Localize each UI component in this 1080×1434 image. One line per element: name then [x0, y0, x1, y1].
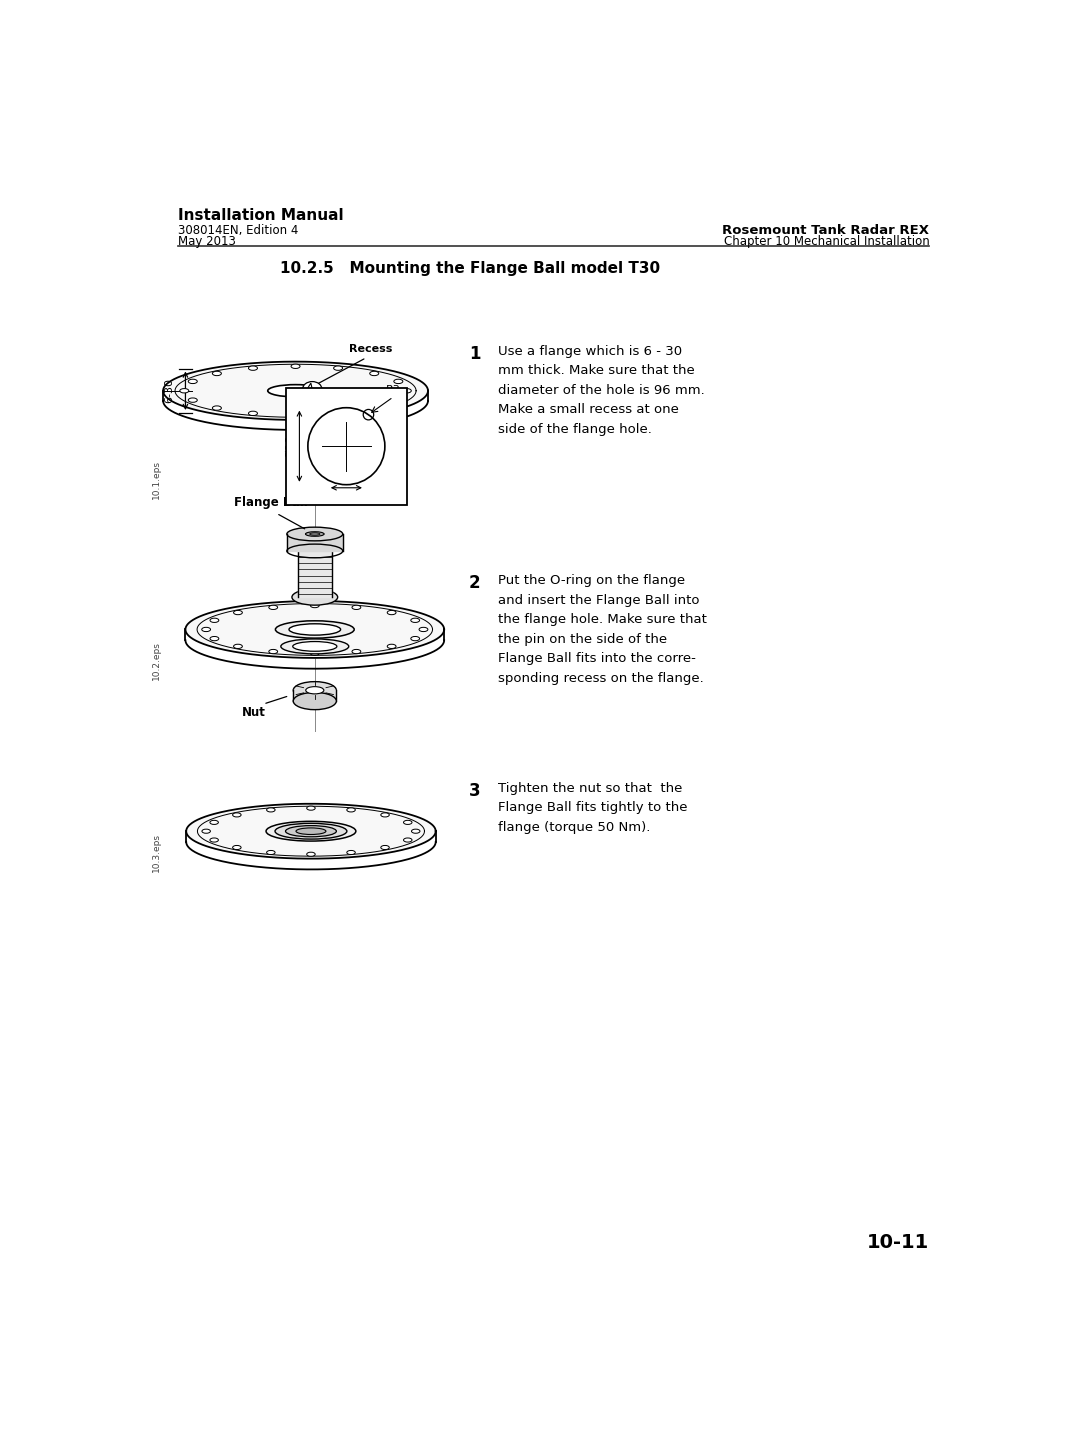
- Ellipse shape: [394, 399, 403, 403]
- Polygon shape: [186, 601, 444, 658]
- Ellipse shape: [402, 389, 411, 393]
- Text: 308014EN, Edition 4: 308014EN, Edition 4: [178, 225, 298, 238]
- Text: Ø96: Ø96: [285, 435, 295, 457]
- Ellipse shape: [310, 533, 320, 535]
- Text: 2: 2: [469, 574, 481, 592]
- Text: 3: 3: [469, 782, 481, 800]
- Ellipse shape: [233, 644, 242, 648]
- Ellipse shape: [210, 618, 219, 622]
- Ellipse shape: [310, 604, 320, 608]
- Text: Nut: Nut: [242, 706, 266, 718]
- Text: 10-11: 10-11: [867, 1233, 929, 1252]
- Ellipse shape: [294, 693, 336, 710]
- Ellipse shape: [381, 813, 389, 817]
- Ellipse shape: [188, 379, 198, 383]
- Ellipse shape: [210, 837, 218, 842]
- Ellipse shape: [296, 827, 326, 835]
- Ellipse shape: [269, 605, 278, 609]
- Ellipse shape: [267, 807, 275, 812]
- Ellipse shape: [410, 637, 420, 641]
- Ellipse shape: [307, 852, 315, 856]
- Polygon shape: [163, 361, 428, 420]
- Ellipse shape: [352, 605, 361, 609]
- Text: Put the O-ring on the flange
and insert the Flange Ball into
the flange hole. Ma: Put the O-ring on the flange and insert …: [498, 574, 707, 684]
- Ellipse shape: [202, 627, 211, 631]
- Text: Flange Ball: Flange Ball: [234, 496, 308, 509]
- Ellipse shape: [334, 366, 342, 370]
- Ellipse shape: [202, 829, 211, 833]
- Ellipse shape: [292, 589, 338, 605]
- Text: 10.1.eps: 10.1.eps: [151, 459, 161, 499]
- Text: Use a flange which is 6 - 30
mm thick. Make sure that the
diameter of the hole i: Use a flange which is 6 - 30 mm thick. M…: [498, 344, 705, 436]
- Ellipse shape: [306, 532, 324, 536]
- Ellipse shape: [179, 389, 189, 393]
- Ellipse shape: [275, 621, 354, 638]
- Ellipse shape: [289, 624, 340, 635]
- Ellipse shape: [291, 364, 300, 369]
- Ellipse shape: [210, 637, 219, 641]
- Ellipse shape: [266, 822, 355, 842]
- Ellipse shape: [233, 611, 242, 615]
- Ellipse shape: [306, 687, 324, 694]
- Ellipse shape: [293, 641, 337, 651]
- Ellipse shape: [334, 412, 342, 416]
- Ellipse shape: [213, 371, 221, 376]
- Ellipse shape: [404, 837, 411, 842]
- Ellipse shape: [411, 829, 420, 833]
- Bar: [285, 387, 407, 505]
- Ellipse shape: [269, 650, 278, 654]
- Text: May 2013: May 2013: [178, 235, 235, 248]
- Text: Tighten the nut so that  the
Flange Ball fits tightly to the
flange (torque 50 N: Tighten the nut so that the Flange Ball …: [498, 782, 688, 835]
- Ellipse shape: [302, 381, 322, 397]
- Text: 1: 1: [469, 344, 481, 363]
- Ellipse shape: [291, 413, 300, 417]
- Ellipse shape: [347, 850, 355, 855]
- Ellipse shape: [347, 807, 355, 812]
- Ellipse shape: [275, 823, 347, 839]
- Ellipse shape: [188, 399, 198, 403]
- Ellipse shape: [388, 644, 396, 648]
- Text: R3: R3: [387, 384, 401, 394]
- Ellipse shape: [394, 379, 403, 383]
- Ellipse shape: [232, 813, 241, 817]
- Ellipse shape: [248, 366, 257, 370]
- Ellipse shape: [388, 611, 396, 615]
- Ellipse shape: [285, 826, 336, 837]
- Ellipse shape: [352, 650, 361, 654]
- Ellipse shape: [213, 406, 221, 410]
- Text: 6-30: 6-30: [164, 379, 175, 403]
- Ellipse shape: [268, 384, 323, 397]
- Ellipse shape: [281, 640, 349, 654]
- Polygon shape: [305, 383, 313, 396]
- Ellipse shape: [404, 820, 411, 825]
- Ellipse shape: [381, 846, 389, 849]
- Ellipse shape: [369, 406, 379, 410]
- Text: 10.2.eps: 10.2.eps: [151, 641, 161, 680]
- Text: Chapter 10 Mechanical Installation: Chapter 10 Mechanical Installation: [724, 235, 929, 248]
- Ellipse shape: [369, 371, 379, 376]
- Ellipse shape: [210, 820, 218, 825]
- Ellipse shape: [419, 627, 428, 631]
- Ellipse shape: [410, 618, 420, 622]
- Ellipse shape: [267, 850, 275, 855]
- Ellipse shape: [307, 806, 315, 810]
- Text: Installation Manual: Installation Manual: [178, 208, 343, 222]
- Ellipse shape: [294, 681, 336, 698]
- Text: 10.3.eps: 10.3.eps: [151, 833, 161, 872]
- Text: 50: 50: [339, 496, 353, 506]
- Ellipse shape: [310, 651, 320, 655]
- Polygon shape: [186, 804, 435, 859]
- Text: 10.2.5   Mounting the Flange Ball model T30: 10.2.5 Mounting the Flange Ball model T3…: [280, 261, 660, 277]
- Ellipse shape: [232, 846, 241, 849]
- Ellipse shape: [287, 528, 342, 541]
- Text: Rosemount Tank Radar REX: Rosemount Tank Radar REX: [723, 225, 929, 238]
- Ellipse shape: [248, 412, 257, 416]
- Text: Recess: Recess: [349, 344, 392, 354]
